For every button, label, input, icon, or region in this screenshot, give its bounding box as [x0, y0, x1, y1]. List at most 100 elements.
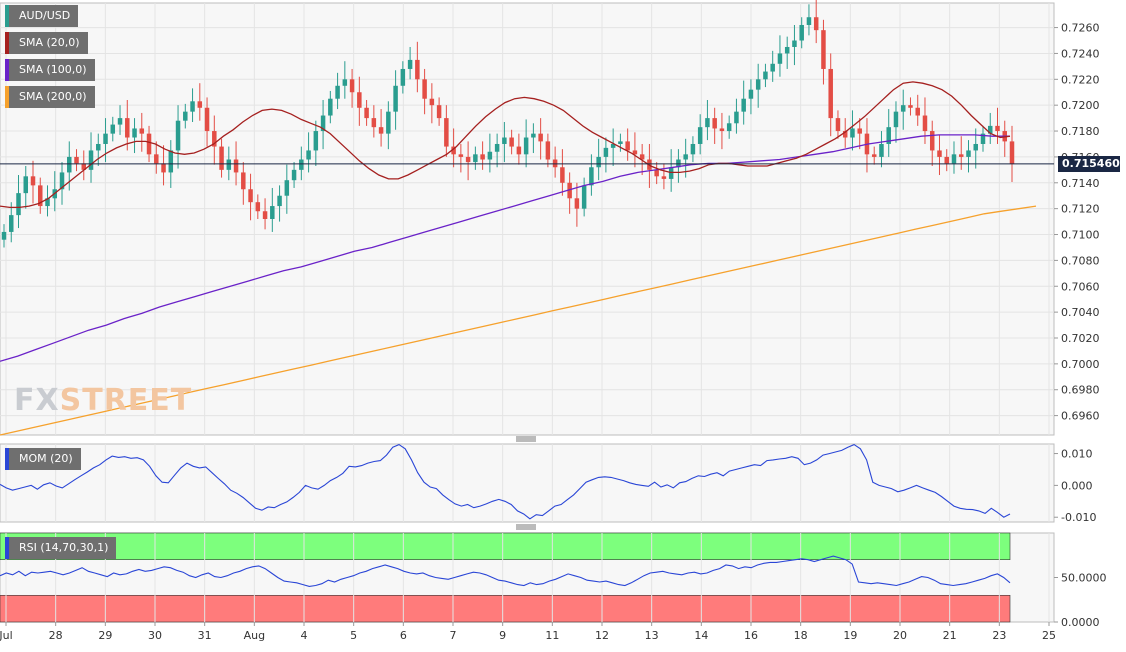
candle-2 — [16, 193, 21, 216]
candle-49 — [357, 92, 362, 108]
candle-73 — [531, 133, 536, 138]
candle-58 — [422, 79, 427, 99]
candle-65 — [473, 154, 478, 163]
candle-23 — [168, 150, 174, 173]
candle-29 — [212, 131, 217, 147]
candle-53 — [386, 111, 391, 134]
candle-134 — [973, 143, 978, 151]
candle-46 — [335, 85, 340, 99]
candle-103 — [748, 89, 754, 99]
mom-panel — [0, 443, 1055, 523]
candle-76 — [552, 159, 558, 168]
sma200-line — [0, 205, 1037, 436]
candle-110 — [799, 24, 804, 41]
candle-70 — [509, 137, 514, 147]
candle-60 — [436, 105, 442, 119]
price-tick-label-3: 0.7200 — [1061, 99, 1100, 112]
rsi-pane-handle[interactable] — [516, 524, 536, 530]
candle-97 — [705, 118, 710, 128]
candle-35 — [255, 202, 261, 212]
price-panel — [0, 2, 1055, 436]
mom-pane-handle[interactable] — [516, 436, 536, 442]
candle-85 — [618, 141, 623, 144]
candle-34 — [248, 189, 253, 203]
candle-132 — [958, 154, 964, 157]
rsi-band-0 — [0, 532, 1011, 561]
candle-128 — [929, 131, 935, 151]
x-tick-label-10: 9 — [499, 629, 506, 642]
x-tick-label-11: 11 — [545, 629, 559, 642]
price-tick-label-12: 0.7020 — [1061, 332, 1100, 345]
candle-10 — [74, 156, 79, 164]
price-tick-label-7: 0.7120 — [1061, 203, 1100, 216]
legend-rsi[interactable]: RSI (14,70,30,1) — [5, 537, 117, 559]
legend-mom[interactable]: MOM (20) — [5, 448, 81, 470]
sma20-line — [0, 81, 1011, 209]
x-tick-label-19: 21 — [943, 629, 957, 642]
candle-120 — [871, 154, 877, 157]
candle-38 — [277, 195, 282, 207]
rsi-tick-label-0: 50.0000 — [1061, 572, 1107, 585]
legend-sma100[interactable]: SMA (100,0) — [5, 59, 95, 81]
candle-62 — [451, 146, 456, 155]
candle-88 — [639, 154, 645, 160]
watermark-fx: FX — [14, 383, 60, 418]
candle-92 — [668, 167, 674, 179]
candle-68 — [494, 143, 500, 152]
price-tick-label-13: 0.7000 — [1061, 358, 1100, 371]
legend-rsi-label: RSI (14,70,30,1) — [19, 541, 109, 554]
price-tick-label-8: 0.7100 — [1061, 229, 1100, 242]
price-tick-label-2: 0.7220 — [1061, 73, 1100, 86]
candle-42 — [306, 150, 311, 160]
x-tick-label-13: 13 — [645, 629, 659, 642]
rsi-tick-label-1: 0.0000 — [1061, 616, 1100, 629]
candle-39 — [284, 180, 290, 196]
candle-136 — [987, 125, 993, 134]
candle-105 — [763, 71, 768, 80]
x-tick-label-17: 19 — [843, 629, 857, 642]
candle-48 — [349, 79, 355, 93]
candle-15 — [110, 124, 116, 134]
candle-32 — [233, 159, 239, 173]
legend-sma200[interactable]: SMA (200,0) — [5, 86, 95, 108]
x-tick-label-1: 28 — [49, 629, 63, 642]
candle-102 — [741, 98, 746, 112]
candle-9 — [67, 156, 72, 173]
candle-125 — [908, 105, 913, 108]
candle-78 — [567, 182, 572, 199]
candle-30 — [219, 146, 224, 170]
candle-56 — [407, 59, 413, 69]
legend-sma20[interactable]: SMA (20,0) — [5, 32, 88, 54]
x-tick-label-16: 18 — [794, 629, 808, 642]
x-tick-label-7: 5 — [350, 629, 357, 642]
candle-26 — [190, 101, 195, 112]
candle-21 — [154, 154, 159, 164]
candle-127 — [922, 115, 928, 132]
x-tick-label-20: 23 — [992, 629, 1006, 642]
candle-47 — [342, 79, 348, 86]
candle-57 — [415, 59, 420, 80]
x-tick-label-4: 31 — [198, 629, 212, 642]
candle-18 — [132, 128, 137, 138]
candle-123 — [893, 111, 899, 128]
candle-113 — [821, 30, 826, 69]
candle-93 — [676, 159, 681, 168]
x-tick-label-18: 20 — [893, 629, 907, 642]
candle-24 — [175, 120, 181, 151]
candle-133 — [966, 150, 971, 157]
candle-67 — [487, 151, 493, 160]
x-tick-label-6: 4 — [301, 629, 308, 642]
x-tick-label-12: 12 — [595, 629, 609, 642]
candle-79 — [574, 198, 580, 209]
candle-90 — [654, 169, 659, 177]
candle-63 — [458, 154, 464, 157]
x-tick-label-0: Jul — [0, 629, 13, 642]
candle-27 — [197, 101, 203, 108]
candle-129 — [937, 150, 942, 157]
x-tick-label-3: 30 — [148, 629, 162, 642]
price-tick-label-4: 0.7180 — [1061, 125, 1100, 138]
candle-25 — [183, 111, 188, 121]
legend-instrument[interactable]: AUD/USD — [5, 5, 79, 27]
